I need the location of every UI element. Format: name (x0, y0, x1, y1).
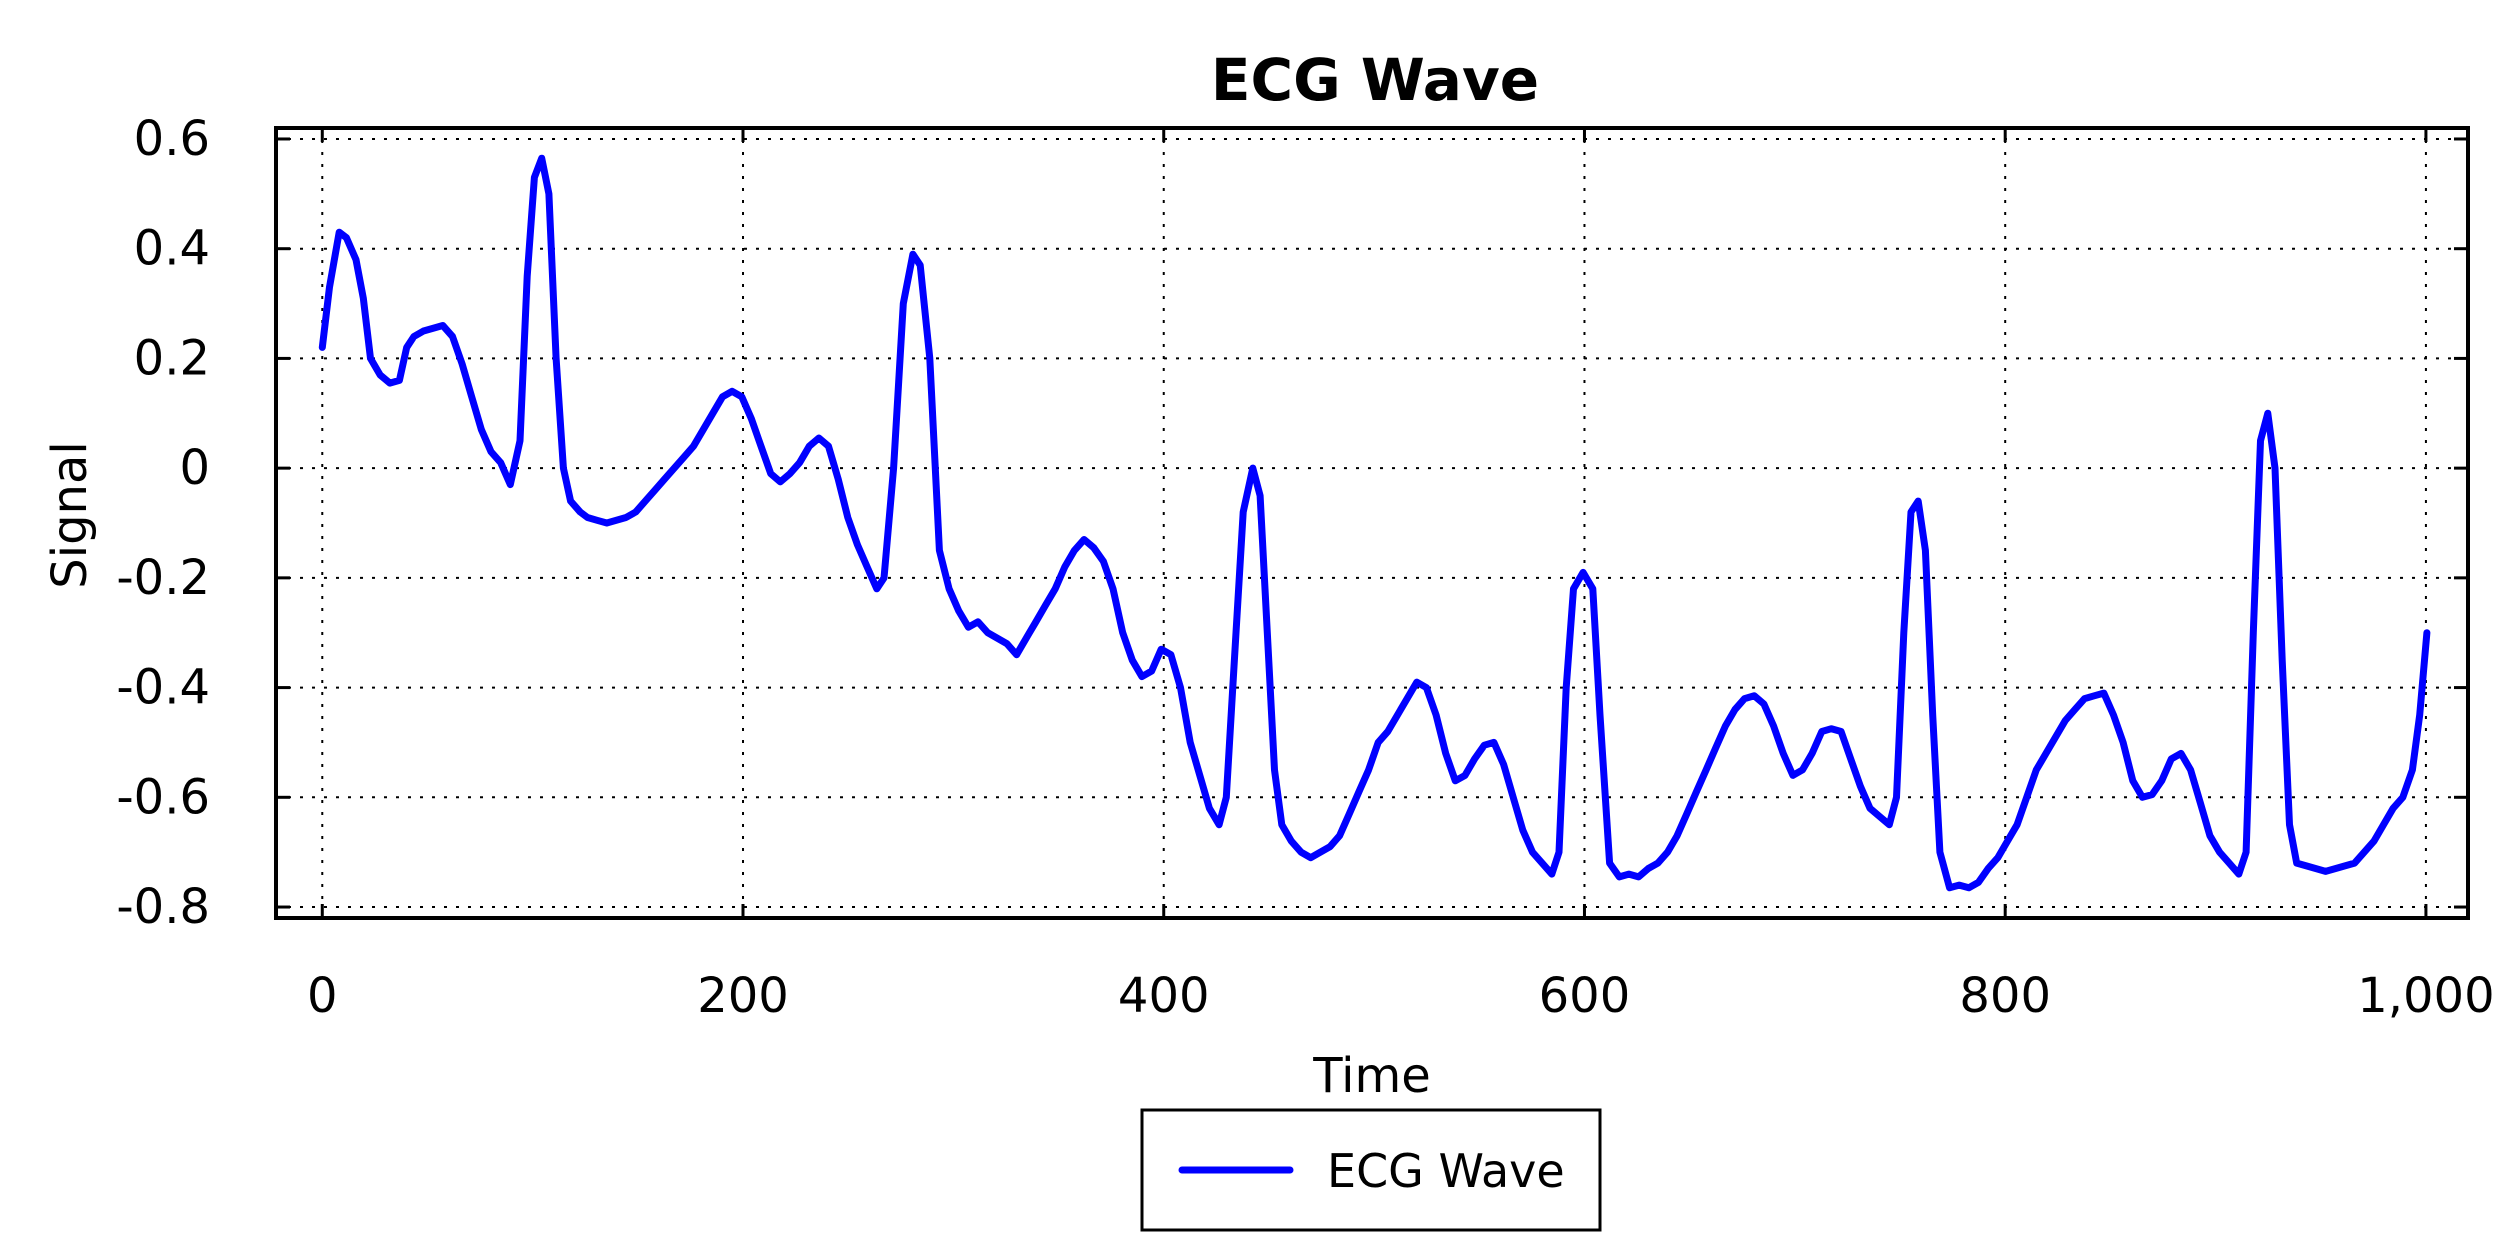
plot-frame (274, 126, 2470, 920)
y-tick-label: -0.8 (116, 879, 210, 935)
x-tick-label: 600 (1539, 968, 1631, 1024)
y-tick-label: -0.6 (116, 769, 210, 825)
y-axis-label: Signal (42, 441, 98, 588)
x-tick-label: 0 (307, 968, 338, 1024)
y-axis: 0.6 0.4 0.2 0 -0.2 -0.4 -0.6 -0.8 (116, 111, 2468, 935)
grid (276, 128, 2468, 918)
legend: ECG Wave (1140, 1108, 1602, 1232)
chart-title: ECG Wave (1211, 46, 1539, 114)
series-group (318, 154, 2431, 892)
y-tick-label: 0 (179, 440, 210, 496)
legend-label: ECG Wave (1327, 1144, 1565, 1198)
y-tick-label: 0.4 (134, 221, 210, 277)
y-tick-label: -0.2 (116, 550, 210, 606)
x-tick-label: 800 (1959, 968, 2051, 1024)
y-tick-label: -0.4 (116, 660, 210, 716)
x-tick-label: 200 (697, 968, 789, 1024)
x-tick-label: 400 (1118, 968, 1210, 1024)
y-tick-label: 0.6 (134, 111, 210, 167)
x-axis-label: Time (1312, 1048, 1430, 1104)
x-axis: 0 200 400 600 800 1,000 (307, 128, 2495, 1024)
x-tick-label: 1,000 (2357, 968, 2494, 1024)
series-line (318, 154, 2431, 892)
y-tick-label: 0.2 (134, 330, 210, 386)
